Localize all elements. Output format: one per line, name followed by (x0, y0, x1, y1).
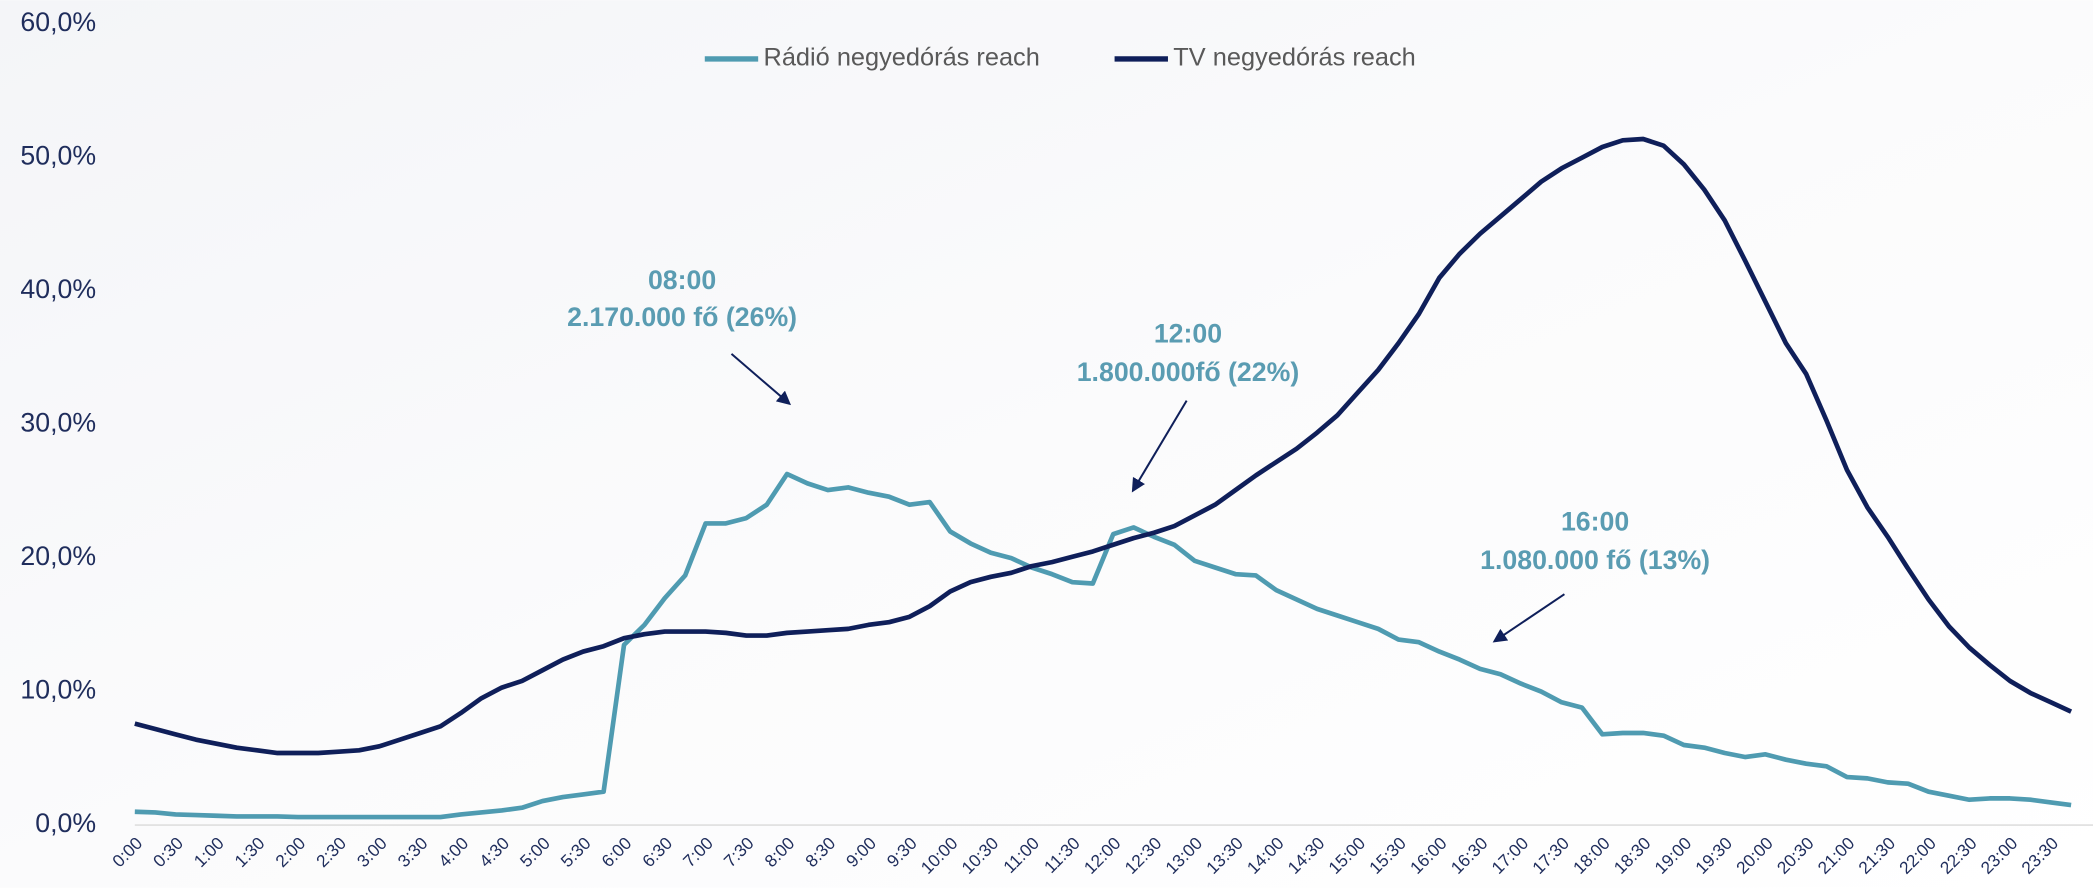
series-line (134, 471, 2072, 820)
annotation-title: 12:00 (1154, 318, 1222, 348)
series-line (134, 136, 2073, 756)
legend-label: Rádió negyedórás reach (764, 44, 1040, 72)
annotation-title: 08:00 (648, 265, 716, 295)
y-tick-label: 30,0% (20, 408, 96, 438)
annotation-arrow (730, 353, 792, 406)
legend-label: TV negyedórás reach (1173, 44, 1415, 72)
annotation-text: 2.170.000 fő (26%) (567, 302, 797, 332)
annotation-arrow (1131, 400, 1188, 493)
y-tick-label: 40,0% (20, 274, 96, 304)
y-tick-label: 0,0% (35, 808, 96, 838)
annotation-text: 1.080.000 fő (13%) (1480, 545, 1710, 575)
y-tick-label: 20,0% (20, 541, 96, 571)
annotation-title: 16:00 (1561, 506, 1629, 536)
annotation-arrow (1492, 593, 1565, 643)
y-tick-label: 50,0% (20, 141, 96, 171)
annotation-text: 1.800.000fő (22%) (1077, 357, 1300, 387)
y-tick-label: 10,0% (20, 675, 96, 705)
y-tick-label: 60,0% (20, 7, 96, 37)
